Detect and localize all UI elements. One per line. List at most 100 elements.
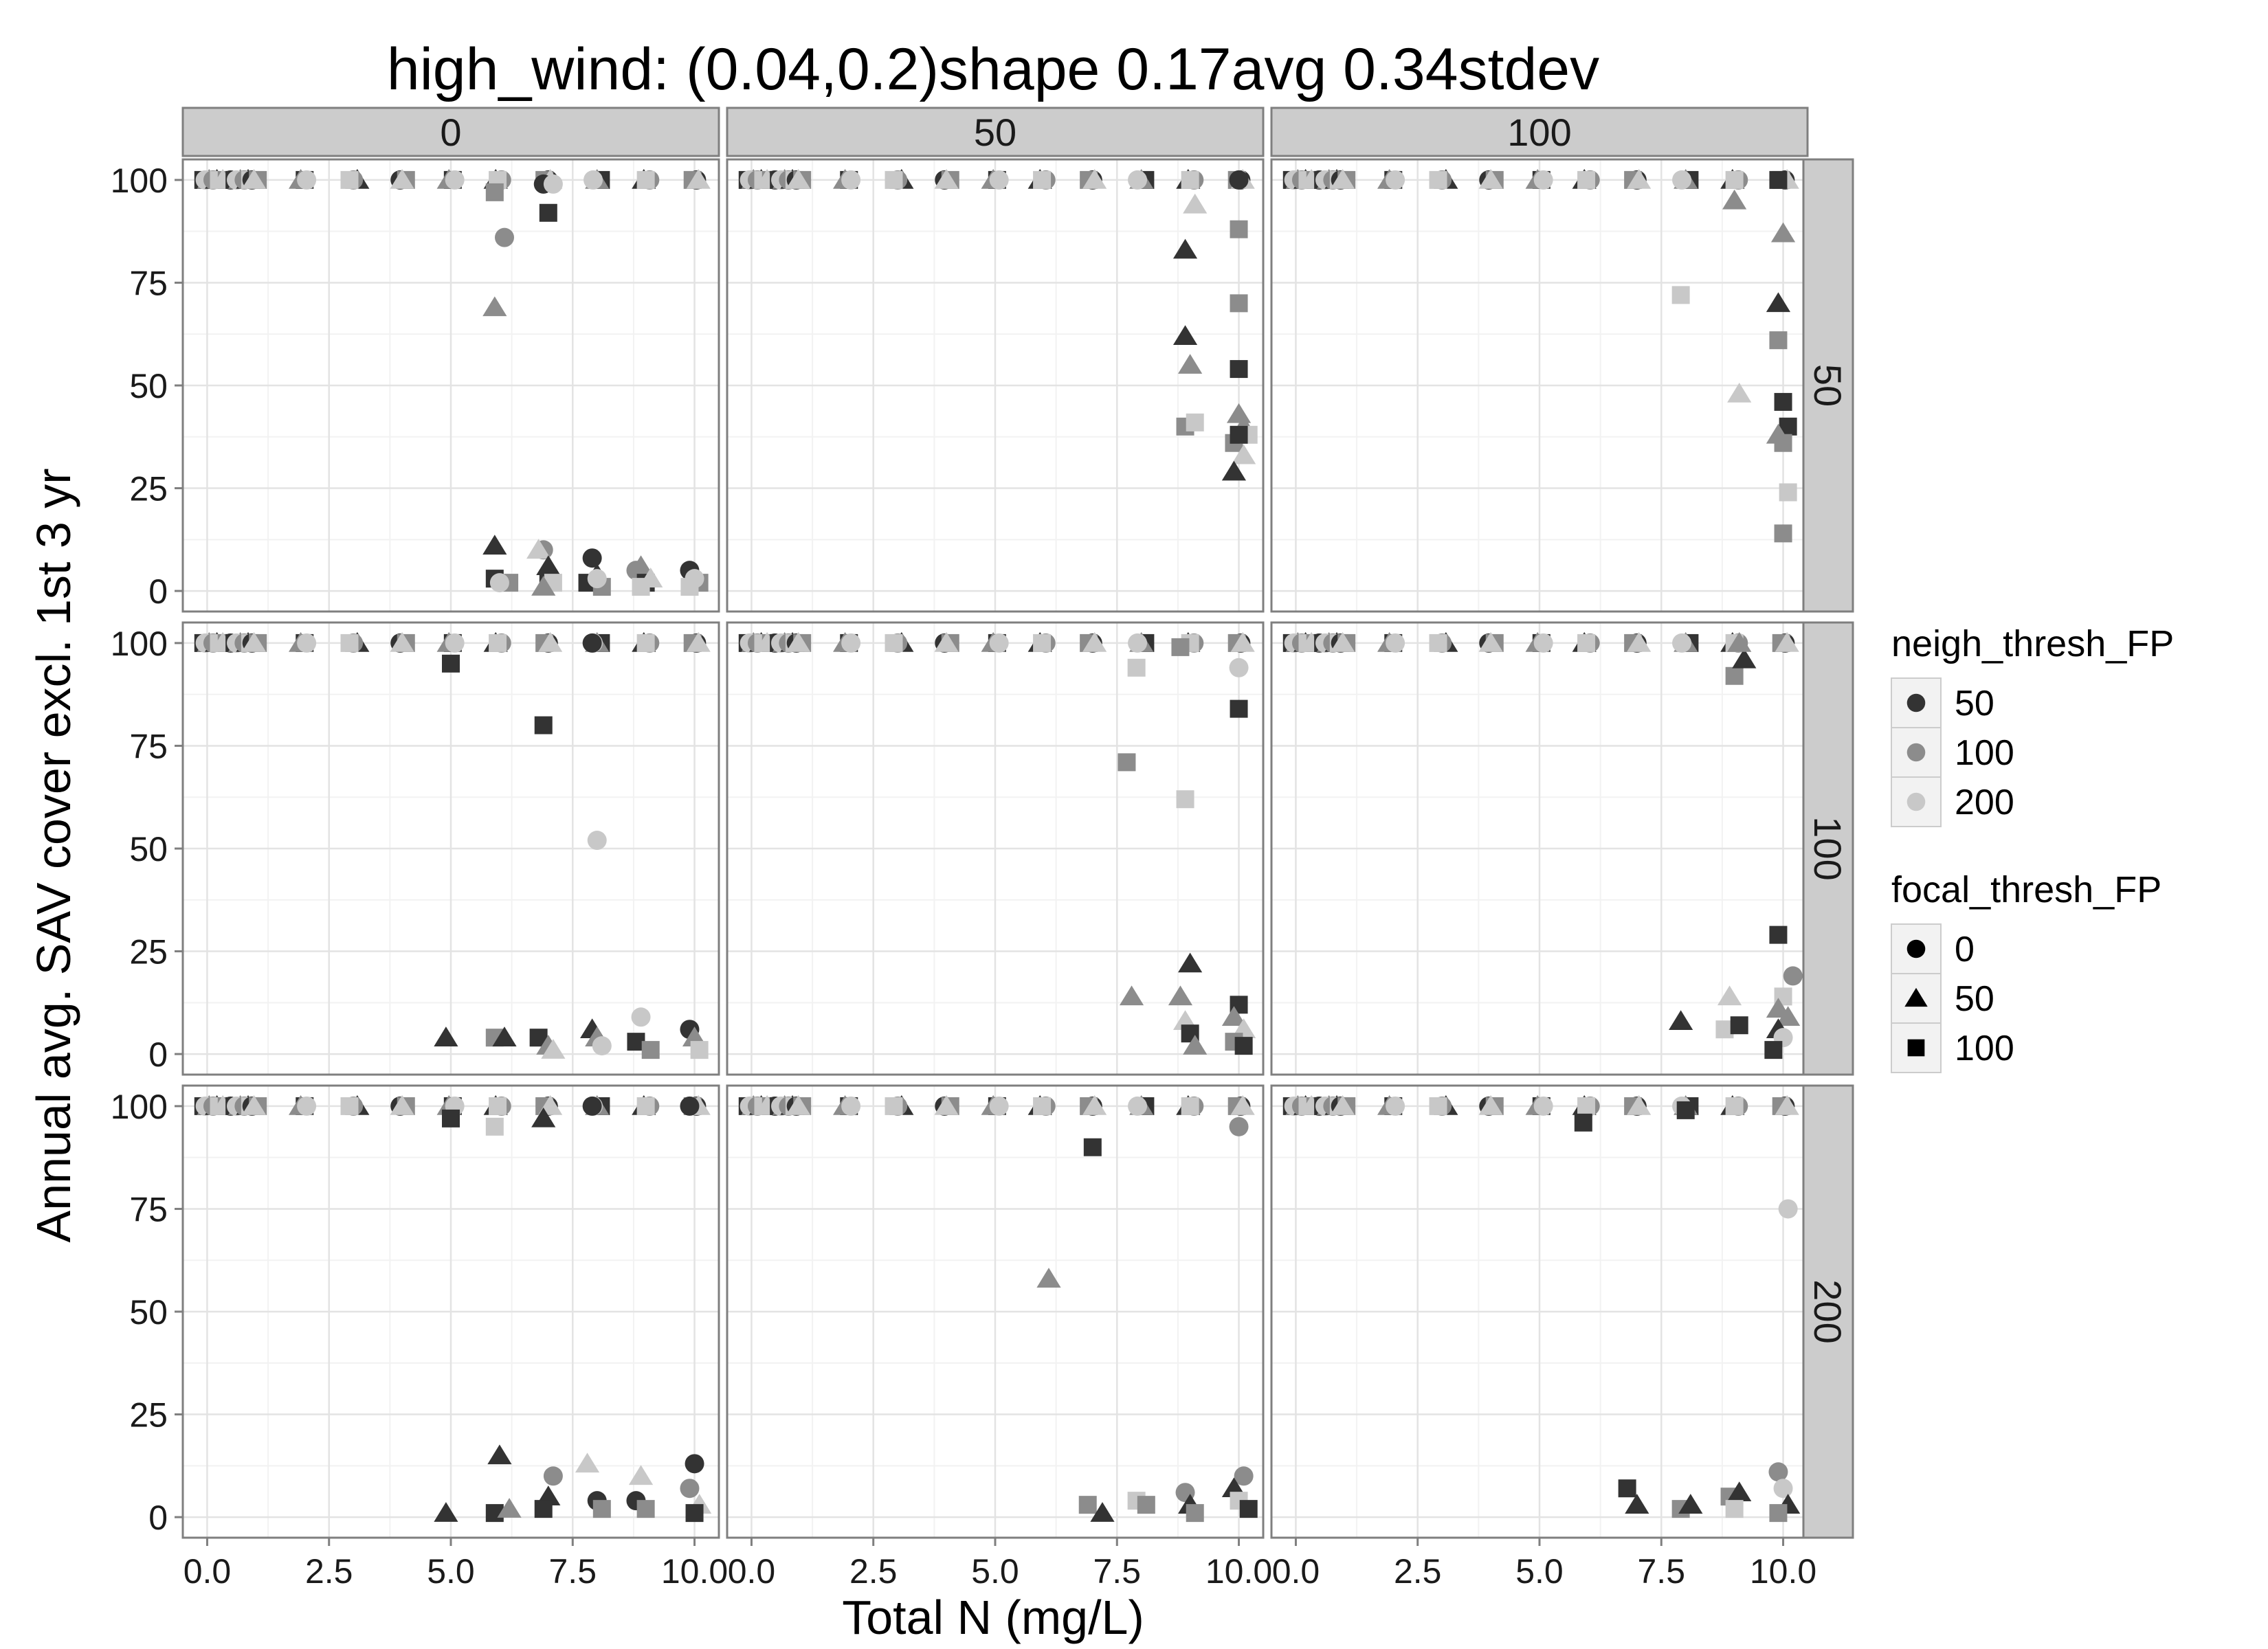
data-point (297, 633, 317, 653)
data-point (1672, 170, 1692, 190)
data-point (1732, 648, 1757, 669)
x-tick-label: 7.5 (549, 1552, 597, 1591)
data-point (1230, 360, 1248, 379)
legend-item: 200 (1891, 776, 2014, 827)
data-point (680, 1096, 700, 1116)
data-point (575, 1452, 600, 1473)
column-strip (726, 106, 1265, 157)
panel-border (726, 621, 1265, 1076)
data-point (1533, 1096, 1553, 1116)
data-point (531, 1107, 556, 1128)
data-point (1230, 699, 1248, 718)
points-50-50 (738, 168, 1258, 481)
data-point (1478, 1095, 1503, 1115)
data-point (1239, 1500, 1258, 1518)
y-tick-label: 100 (111, 625, 168, 663)
data-point (786, 631, 811, 652)
data-point (1186, 413, 1204, 431)
data-point (1627, 1095, 1652, 1115)
column-strip (1270, 106, 1809, 157)
facet-strips: 0 50 100 50 100 200 (181, 106, 1854, 1539)
x-tick-label: 7.5 (1638, 1552, 1686, 1591)
panel-50-100 (1270, 158, 1809, 613)
points-200-0 (194, 1095, 712, 1523)
data-point (1186, 1504, 1204, 1523)
data-point (1082, 631, 1107, 652)
panel-100-100 (1270, 621, 1809, 1076)
x-tick-label: 2.5 (849, 1552, 898, 1591)
data-point (497, 1498, 522, 1518)
facet-panels (181, 158, 1809, 1539)
panel-50-0 (181, 158, 720, 613)
data-point (1769, 1504, 1788, 1523)
data-point (489, 1097, 507, 1115)
data-point (1330, 1095, 1355, 1115)
legend-symbol (1904, 987, 1928, 1007)
data-point (1234, 1037, 1253, 1055)
row-strip (1802, 621, 1854, 1076)
row-strip-label: 200 (1806, 1279, 1849, 1343)
data-point (1625, 1494, 1649, 1514)
x-axis-label: Total N (mg/L) (842, 1591, 1144, 1644)
column-strip-label: 100 (1507, 111, 1571, 154)
data-point (1768, 1462, 1788, 1482)
data-point (989, 633, 1009, 653)
data-point (1172, 238, 1198, 259)
data-point (543, 174, 563, 194)
data-point (1776, 1006, 1801, 1027)
panel-50-50 (726, 158, 1265, 613)
data-point (390, 1095, 414, 1115)
data-point (1127, 658, 1146, 677)
data-point (1230, 294, 1248, 313)
y-tick-label: 25 (129, 1396, 168, 1435)
data-point (685, 569, 704, 589)
x-tick-label: 2.5 (1394, 1552, 1442, 1591)
data-point (485, 183, 504, 201)
data-point (1727, 382, 1752, 403)
data-point (1429, 633, 1447, 652)
data-point (390, 168, 414, 189)
data-point (1429, 1097, 1447, 1115)
data-point (685, 1454, 704, 1474)
data-point (587, 831, 607, 851)
x-tick-label: 5.0 (971, 1552, 1019, 1591)
data-point (1221, 460, 1247, 481)
data-point (340, 170, 359, 189)
legend-item: 100 (1891, 727, 2014, 778)
data-point (1033, 170, 1052, 189)
panel-200-0 (181, 1084, 720, 1539)
column-strip (181, 106, 720, 157)
row-strip-label: 100 (1806, 816, 1849, 880)
data-point (1033, 1097, 1052, 1115)
data-point (1178, 952, 1203, 973)
data-point (445, 633, 465, 653)
data-point (686, 631, 711, 652)
data-point (482, 535, 507, 555)
y-tick-label: 75 (129, 264, 168, 302)
y-tick-label: 0 (148, 1035, 168, 1074)
data-point (1137, 1496, 1155, 1514)
data-point (1119, 985, 1144, 1006)
data-point (1183, 1035, 1208, 1055)
y-axis-label: Annual avg. SAV cover excl. 1st 3 yr (27, 468, 80, 1242)
data-point (1118, 753, 1136, 772)
data-point (1168, 985, 1193, 1006)
data-point (1330, 631, 1355, 652)
data-point (485, 1117, 504, 1136)
x-tick-label: 0.0 (1272, 1552, 1320, 1591)
y-tick-label: 100 (111, 161, 168, 200)
x-tick-label: 10.0 (661, 1552, 728, 1591)
data-point (1386, 170, 1405, 190)
data-point (1669, 1010, 1693, 1031)
data-point (1577, 633, 1596, 652)
data-point (492, 1027, 517, 1046)
data-point (1183, 193, 1208, 214)
data-point (1775, 631, 1799, 652)
data-point (841, 1096, 861, 1116)
y-tick-label: 100 (111, 1088, 168, 1126)
data-point (583, 170, 603, 190)
data-point (631, 1007, 651, 1027)
chart-title: high_wind: (0.04,0.2)shape 0.17avg 0.34s… (387, 36, 1599, 102)
data-point (442, 1109, 460, 1128)
panel-100-0 (181, 621, 720, 1076)
